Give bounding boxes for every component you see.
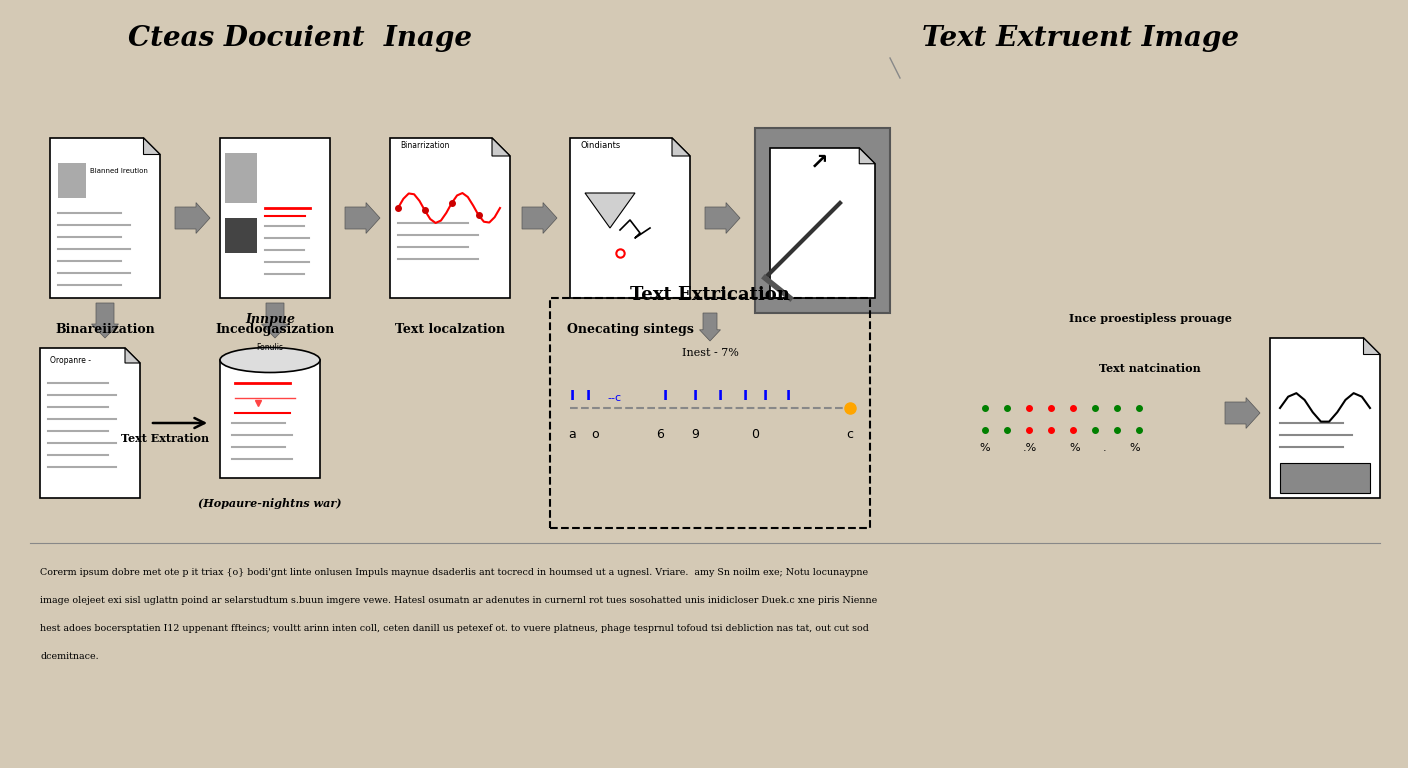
Text: 9: 9 <box>691 428 698 441</box>
Text: %: % <box>1129 443 1140 453</box>
Polygon shape <box>390 138 510 298</box>
Polygon shape <box>1363 338 1380 355</box>
Text: I: I <box>693 389 697 403</box>
Polygon shape <box>491 138 510 156</box>
Polygon shape <box>1270 338 1380 498</box>
Bar <box>1280 463 1370 493</box>
Text: I: I <box>742 389 748 403</box>
Text: hest adoes bocersptatien I12 uppenant ffteincs; voultt arinn inten coll, ceten d: hest adoes bocersptatien I12 uppenant ff… <box>39 624 869 633</box>
Text: Oropanre -: Oropanre - <box>51 356 92 365</box>
Text: Cteas Docuient  Inage: Cteas Docuient Inage <box>128 25 472 51</box>
Text: image olejeet exi sisl uglattn poind ar selarstudtum s.buun imgere vewe. Hatesl : image olejeet exi sisl uglattn poind ar … <box>39 596 877 605</box>
Text: I: I <box>586 389 590 403</box>
Polygon shape <box>859 148 874 164</box>
Text: 6: 6 <box>656 428 665 441</box>
Text: I: I <box>763 389 767 403</box>
Text: Onecating sintegs: Onecating sintegs <box>566 323 693 336</box>
Text: 0: 0 <box>750 428 759 441</box>
FancyArrow shape <box>175 203 210 233</box>
Text: %: % <box>980 443 990 453</box>
Bar <box>58 163 86 198</box>
Text: --c: --c <box>608 393 622 403</box>
Bar <box>551 298 870 528</box>
Text: (Hopaure-nightns war): (Hopaure-nightns war) <box>199 498 342 509</box>
Text: Fonulis: Fonulis <box>256 343 283 352</box>
Text: I: I <box>718 389 722 403</box>
Text: ↗: ↗ <box>810 152 829 172</box>
FancyArrow shape <box>1225 398 1260 429</box>
Text: I: I <box>662 389 667 403</box>
Text: Text Extrication: Text Extrication <box>629 286 790 304</box>
Text: I: I <box>569 389 574 403</box>
Text: %: % <box>1070 443 1080 453</box>
Polygon shape <box>672 138 690 156</box>
FancyArrow shape <box>92 303 118 338</box>
FancyArrow shape <box>522 203 558 233</box>
Text: Incedogasization: Incedogasization <box>215 323 335 336</box>
Ellipse shape <box>220 347 320 372</box>
Text: Text Extruent Image: Text Extruent Image <box>921 25 1239 51</box>
Bar <box>225 153 258 203</box>
FancyArrow shape <box>345 203 380 233</box>
Text: a: a <box>567 428 576 441</box>
Text: Text natcination: Text natcination <box>1100 363 1201 374</box>
Bar <box>220 360 320 478</box>
Text: Binarrization: Binarrization <box>400 141 449 150</box>
Polygon shape <box>770 148 874 298</box>
Text: .%: .% <box>1022 443 1038 453</box>
Text: Oindiants: Oindiants <box>580 141 621 150</box>
Text: .: . <box>1104 443 1107 453</box>
Text: Blanned lreution: Blanned lreution <box>90 168 148 174</box>
Text: Corerm ipsum dobre met ote p it triax {o} bodi'gnt linte onlusen Impuls maynue d: Corerm ipsum dobre met ote p it triax {o… <box>39 568 869 577</box>
FancyArrow shape <box>700 313 721 341</box>
Polygon shape <box>39 348 139 498</box>
Text: c: c <box>846 428 853 441</box>
Text: I: I <box>786 389 790 403</box>
Polygon shape <box>51 138 161 298</box>
Text: Ince proestipless prouage: Ince proestipless prouage <box>1069 313 1232 324</box>
Bar <box>755 128 890 313</box>
Bar <box>220 138 329 298</box>
Text: Text Extration: Text Extration <box>121 433 208 444</box>
Text: dcemitnace.: dcemitnace. <box>39 652 99 661</box>
Text: o: o <box>591 428 598 441</box>
Text: Innpue: Innpue <box>245 313 296 326</box>
Polygon shape <box>144 138 161 154</box>
FancyArrow shape <box>262 303 289 338</box>
Text: Text localzation: Text localzation <box>396 323 505 336</box>
Polygon shape <box>125 348 139 363</box>
FancyArrow shape <box>705 203 741 233</box>
Bar <box>225 218 258 253</box>
Polygon shape <box>570 138 690 298</box>
Text: Binareiization: Binareiization <box>55 323 155 336</box>
Text: Inest - 7%: Inest - 7% <box>681 348 738 358</box>
Polygon shape <box>584 193 635 228</box>
